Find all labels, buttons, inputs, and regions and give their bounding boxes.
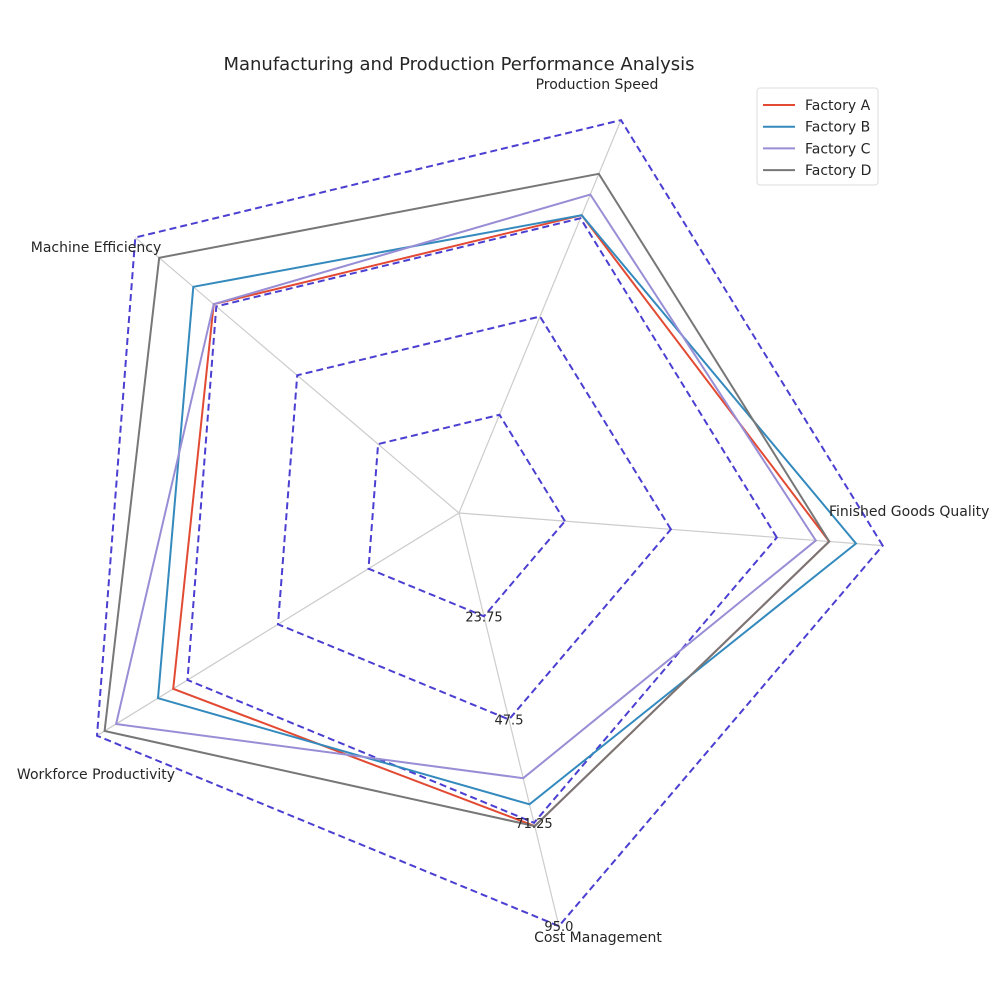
grid-ring-1 xyxy=(276,315,673,721)
legend-label-3: Factory D xyxy=(805,163,871,179)
grid-rings xyxy=(95,118,884,928)
chart-title: Manufacturing and Production Performance… xyxy=(223,54,694,75)
axis-label-3: Workforce Productivity xyxy=(17,767,175,783)
tick-label-2: 71.25 xyxy=(515,817,552,832)
tick-label-3: 95.0 xyxy=(544,920,573,935)
axis-label-1: Production Speed xyxy=(536,77,659,93)
series-group xyxy=(103,172,858,828)
series-line-factory-a xyxy=(172,214,831,828)
legend: Factory A Factory B Factory C Factory D xyxy=(756,87,879,186)
axis-labels: Finished Goods Quality Production Speed Ma… xyxy=(17,77,990,946)
series-line-factory-b xyxy=(156,214,858,806)
axis-label-4: Cost Management xyxy=(534,930,662,946)
axis-label-0: Finished Goods Quality xyxy=(829,504,989,520)
legend-label-2: Factory C xyxy=(805,141,871,157)
grid-ring-0 xyxy=(367,413,567,618)
axis-label-2: Machine Efficiency xyxy=(31,240,162,256)
grid-ring-3 xyxy=(95,118,884,928)
radial-tick-labels: 23.75 47.5 71.25 95.0 xyxy=(465,610,573,935)
series-line-factory-d xyxy=(103,172,831,828)
legend-label-1: Factory B xyxy=(805,120,870,136)
spoke-4 xyxy=(458,512,560,927)
tick-label-0: 23.75 xyxy=(465,610,502,625)
legend-label-0: Factory A xyxy=(805,98,871,114)
series-line-factory-c xyxy=(114,193,818,780)
grid-ring-2 xyxy=(186,217,779,825)
tick-label-1: 47.5 xyxy=(495,714,524,729)
spoke-1 xyxy=(458,119,622,514)
legend-frame xyxy=(756,87,879,186)
